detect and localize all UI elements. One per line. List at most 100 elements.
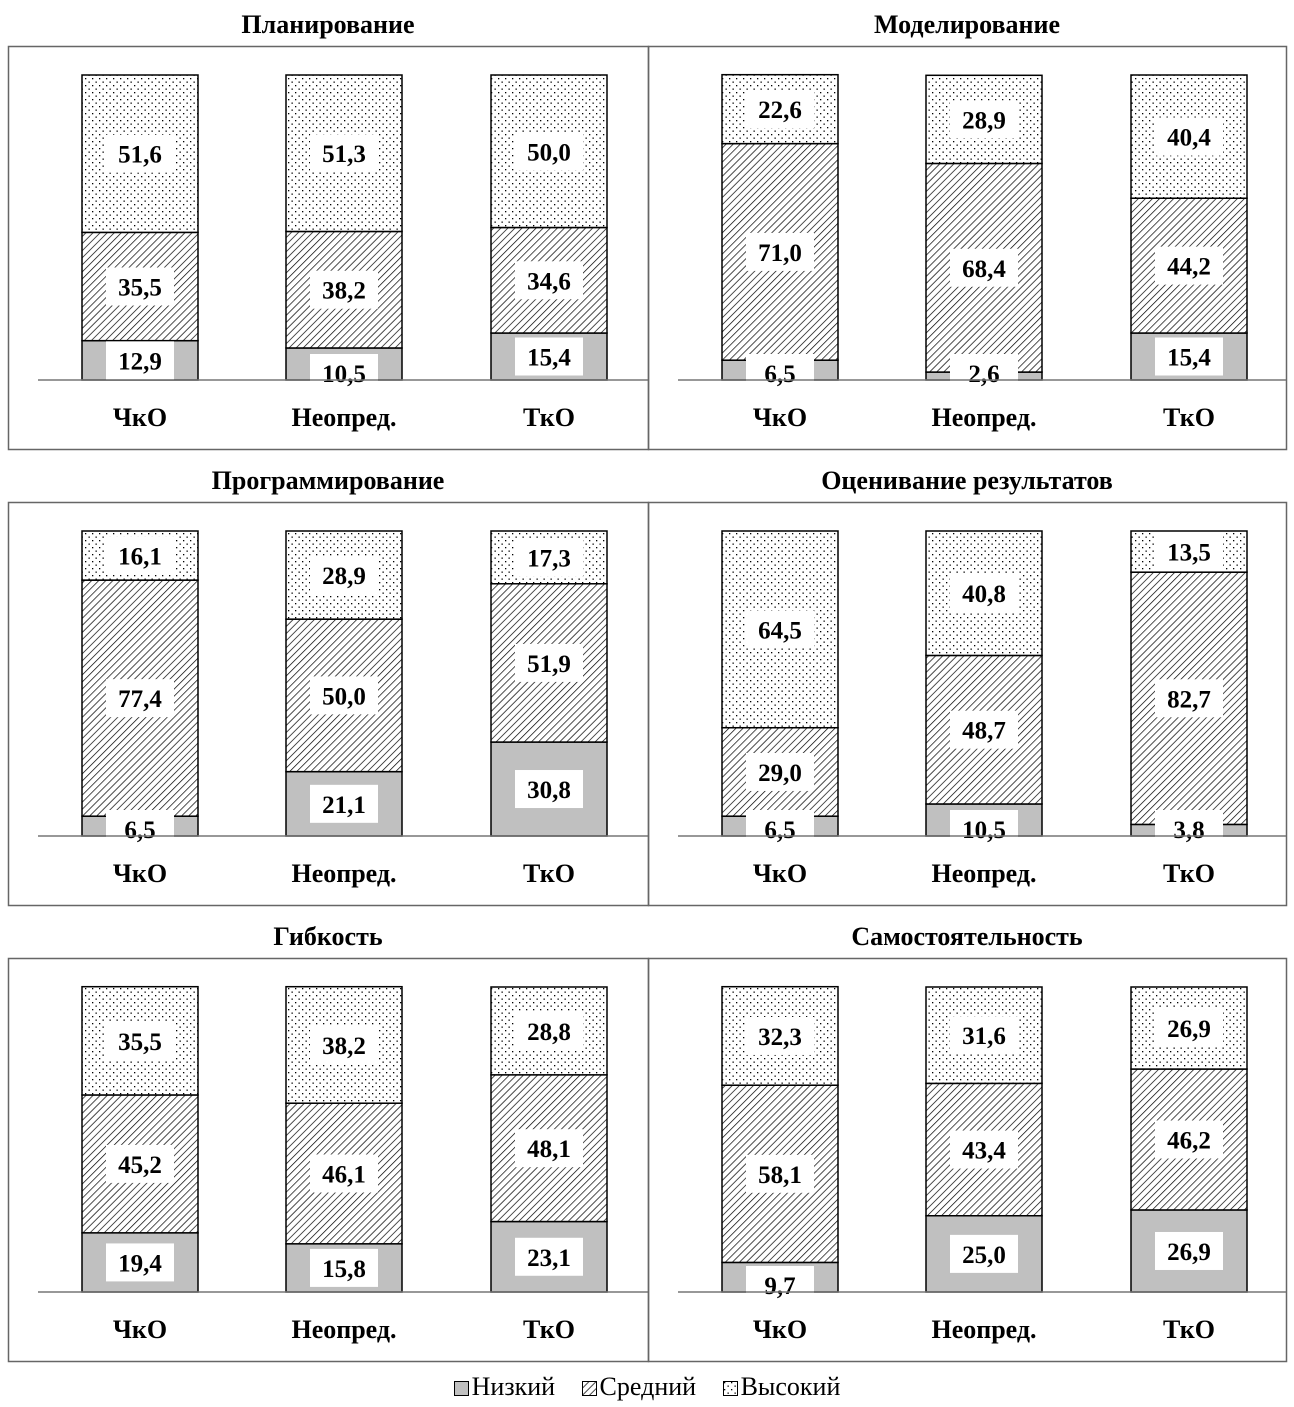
- category-label: ТкО: [1163, 1315, 1215, 1344]
- chart-panel-2: Моделирование 6,5 71,0 22,6 ЧкО 2,6 68,4 28,9 Не…: [647, 10, 1288, 451]
- chart-title: Гибкость: [273, 922, 382, 951]
- data-label-high: 51,6: [118, 142, 162, 169]
- data-label-box: [106, 134, 174, 173]
- data-label-box: [950, 1016, 1018, 1055]
- chart-panel-6: Самостоятельность 9,7 58,1 32,3 ЧкО 25,0 43,4 3…: [647, 922, 1288, 1363]
- data-label-low: 15,4: [1167, 345, 1211, 372]
- legend: Низкий Средний Высокий: [0, 1372, 1294, 1402]
- data-label-high: 28,9: [322, 563, 366, 590]
- data-label-low: 21,1: [322, 792, 366, 819]
- data-label-low: 6,5: [764, 361, 795, 388]
- data-label-high: 64,5: [758, 617, 802, 644]
- data-label-high: 38,2: [322, 1033, 366, 1060]
- data-label-box: [950, 354, 1018, 392]
- data-label-medium: 51,9: [527, 651, 571, 678]
- legend-item-medium: Средний: [581, 1372, 697, 1402]
- data-label-box: [106, 810, 174, 848]
- data-label-low: 10,5: [962, 817, 1006, 844]
- legend-swatch-medium: [581, 1381, 597, 1396]
- data-label-low: 10,5: [322, 361, 366, 388]
- data-label-box: [950, 574, 1018, 613]
- data-label-box: [515, 337, 583, 376]
- data-label-box: [515, 261, 583, 300]
- data-label-box: [1155, 117, 1223, 156]
- chart-title: Оценивание результатов: [821, 466, 1113, 495]
- data-label-medium: 48,1: [527, 1136, 571, 1163]
- data-label-low: 2,6: [968, 361, 999, 388]
- data-label-medium: 50,0: [322, 683, 366, 710]
- chart-title: Планирование: [241, 10, 414, 39]
- panel-border: [647, 45, 1288, 451]
- chart-title: Самостоятельность: [851, 922, 1083, 951]
- data-label-box: [515, 132, 583, 171]
- data-label-low: 15,4: [527, 345, 571, 372]
- data-label-box: [1155, 1009, 1223, 1048]
- category-label: Неопред.: [291, 859, 396, 888]
- data-label-box: [746, 354, 814, 392]
- category-label: ЧкО: [753, 1315, 807, 1344]
- category-label: Неопред.: [931, 403, 1036, 432]
- data-label-box: [1155, 810, 1223, 848]
- chart-title: Программирование: [212, 466, 445, 495]
- category-label: ЧкО: [753, 859, 807, 888]
- category-label: Неопред.: [931, 1315, 1036, 1344]
- data-label-medium: 48,7: [962, 718, 1006, 745]
- data-label-box: [746, 1266, 814, 1304]
- data-label-box: [106, 267, 174, 306]
- data-label-box: [106, 1021, 174, 1060]
- data-label-box: [746, 232, 814, 271]
- data-label-box: [746, 610, 814, 649]
- data-label-box: [106, 679, 174, 718]
- data-label-box: [106, 536, 174, 575]
- data-label-medium: 46,1: [322, 1162, 366, 1189]
- data-label-box: [950, 810, 1018, 848]
- data-label-low: 30,8: [527, 777, 571, 804]
- data-label-box: [310, 784, 378, 823]
- data-label-box: [950, 100, 1018, 139]
- data-label-medium: 43,4: [962, 1138, 1006, 1165]
- data-label-medium: 29,0: [758, 760, 802, 787]
- data-label-box: [310, 354, 378, 392]
- category-label: ТкО: [1163, 859, 1215, 888]
- legend-label-medium: Средний: [599, 1372, 697, 1401]
- data-label-medium: 35,5: [118, 275, 162, 302]
- data-label-box: [746, 810, 814, 848]
- chart-panel-3: Программирование 6,5 77,4 16,1 ЧкО 21,1 50,0 28…: [7, 466, 650, 907]
- data-label-medium: 34,6: [527, 268, 571, 295]
- data-label-box: [1155, 1231, 1223, 1270]
- data-label-high: 16,1: [118, 544, 162, 571]
- data-label-high: 40,4: [1167, 125, 1211, 152]
- data-label-medium: 46,2: [1167, 1128, 1211, 1155]
- data-label-high: 28,8: [527, 1019, 571, 1046]
- data-label-box: [1155, 337, 1223, 376]
- category-label: ЧкО: [113, 403, 167, 432]
- category-label: Неопред.: [291, 1315, 396, 1344]
- data-label-medium: 45,2: [118, 1152, 162, 1179]
- data-label-box: [1155, 246, 1223, 285]
- data-label-low: 15,8: [322, 1256, 366, 1283]
- data-label-box: [950, 1234, 1018, 1273]
- data-label-low: 19,4: [118, 1250, 162, 1277]
- data-label-medium: 44,2: [1167, 254, 1211, 281]
- data-label-box: [310, 270, 378, 309]
- data-label-box: [310, 134, 378, 173]
- data-label-low: 25,0: [962, 1242, 1006, 1269]
- data-label-box: [746, 1154, 814, 1193]
- legend-item-high: Высокий: [722, 1372, 840, 1402]
- data-label-box: [950, 248, 1018, 287]
- data-label-box: [746, 752, 814, 791]
- data-label-box: [950, 1130, 1018, 1169]
- data-label-box: [515, 538, 583, 577]
- data-label-high: 17,3: [527, 545, 571, 572]
- data-label-box: [310, 676, 378, 715]
- data-label-high: 32,3: [758, 1024, 802, 1051]
- chart-panel-4: Оценивание результатов 6,5 29,0 64,5 ЧкО 10,5…: [647, 466, 1288, 907]
- data-label-box: [1155, 679, 1223, 718]
- data-label-high: 22,6: [758, 97, 802, 124]
- legend-item-low: Низкий: [453, 1372, 555, 1402]
- data-label-box: [515, 770, 583, 809]
- data-label-high: 50,0: [527, 139, 571, 166]
- data-label-box: [310, 556, 378, 595]
- data-label-high: 28,9: [962, 107, 1006, 134]
- chart-panel-5: Гибкость 19,4 45,2 35,5 ЧкО 15,8 46,1 38,2 Неопр…: [7, 922, 650, 1363]
